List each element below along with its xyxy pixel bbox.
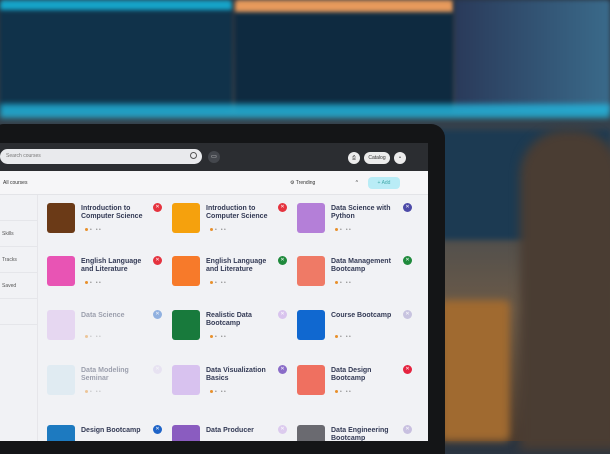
course-title[interactable]: Data Management Bootcamp <box>331 258 391 273</box>
close-icon[interactable]: ✕ <box>403 256 412 265</box>
course-thumbnail <box>172 310 200 340</box>
course-meta: • • • <box>335 334 351 340</box>
page-title: All courses <box>3 180 28 186</box>
sort-dropdown[interactable]: ⚙ Trending ^ <box>286 178 364 189</box>
course-thumbnail <box>47 425 75 441</box>
cast-icon[interactable]: ▭ <box>208 151 220 163</box>
background-monitor <box>455 0 610 112</box>
sidebar: Skills Tracks Saved <box>0 195 38 441</box>
course-meta: • • • <box>85 280 101 286</box>
course-thumbnail <box>297 425 325 441</box>
course-thumbnail <box>297 310 325 340</box>
course-title[interactable]: Data Producer <box>206 427 254 434</box>
add-button[interactable]: + Add <box>368 177 400 189</box>
course-card[interactable]: Data Science ✕ • • • <box>47 310 165 360</box>
course-card[interactable]: Data Management Bootcamp ✕ • • • <box>297 256 415 306</box>
course-card[interactable]: Data Producer✕• • • <box>172 425 290 441</box>
course-thumbnail <box>172 365 200 395</box>
chevron-up-icon: ^ <box>355 180 358 186</box>
close-icon[interactable]: ✕ <box>153 203 162 212</box>
search-placeholder: Search courses <box>6 153 41 159</box>
course-title[interactable]: Realistic Data Bootcamp <box>206 312 252 327</box>
course-meta: • • • <box>85 334 101 340</box>
course-title[interactable]: Data Engineering Bootcamp <box>331 427 389 441</box>
sidebar-item[interactable]: Tracks <box>0 247 37 273</box>
course-card[interactable]: Introduction to Computer Science ✕ • • • <box>47 203 165 253</box>
course-thumbnail <box>47 365 75 395</box>
background-monitor <box>235 0 453 112</box>
close-icon[interactable]: ✕ <box>153 365 162 374</box>
close-icon[interactable]: ✕ <box>403 425 412 434</box>
sidebar-item[interactable] <box>0 195 37 221</box>
close-icon[interactable]: ✕ <box>153 310 162 319</box>
course-card[interactable]: Realistic Data Bootcamp ✕ • • • <box>172 310 290 360</box>
background-chair <box>440 300 510 441</box>
course-meta: • • • <box>210 389 226 395</box>
course-meta: • • • <box>210 334 226 340</box>
course-title[interactable]: English Language and Literature <box>206 258 267 273</box>
course-meta: • • • <box>85 227 101 233</box>
close-icon[interactable]: ✕ <box>278 203 287 212</box>
course-thumbnail <box>297 256 325 286</box>
course-thumbnail <box>297 203 325 233</box>
sort-label: Trending <box>295 180 316 186</box>
sidebar-item[interactable]: Skills <box>0 221 37 247</box>
course-card[interactable]: Design Bootcamp✕• • • <box>47 425 165 441</box>
background-light-strip <box>0 104 610 118</box>
sidebar-item[interactable]: Saved <box>0 273 37 299</box>
course-meta: • • • <box>210 227 226 233</box>
course-meta: • • • <box>335 389 351 395</box>
course-meta: • • • <box>335 280 351 286</box>
course-card[interactable]: Introduction to Computer Science ✕ • • • <box>172 203 290 253</box>
course-card[interactable]: Data Visualization Basics ✕ • • • <box>172 365 290 415</box>
course-title[interactable]: Data Design Bootcamp <box>331 367 372 382</box>
course-thumbnail <box>172 256 200 286</box>
close-icon[interactable]: ✕ <box>403 203 412 212</box>
course-title[interactable]: English Language and Literature <box>81 258 142 273</box>
sidebar-item[interactable] <box>0 299 37 325</box>
course-meta: • • • <box>335 227 351 233</box>
course-title[interactable]: Data Science with Python <box>331 205 391 220</box>
course-title[interactable]: Course Bootcamp <box>331 312 392 319</box>
course-card[interactable]: Data Science with Python ✕ • • • <box>297 203 415 253</box>
course-card[interactable]: Data Design Bootcamp ✕ • • • <box>297 365 415 415</box>
close-icon[interactable]: ✕ <box>403 310 412 319</box>
course-title[interactable]: Design Bootcamp <box>81 427 141 434</box>
laptop-screen: Search courses ▭ ⎙ Catalog • All courses… <box>0 143 428 441</box>
close-icon[interactable]: ✕ <box>403 365 412 374</box>
course-thumbnail <box>172 425 200 441</box>
course-meta: • • • <box>210 280 226 286</box>
course-title[interactable]: Introduction to Computer Science <box>81 205 143 220</box>
course-card[interactable]: Data Engineering Bootcamp✕• • • <box>297 425 415 441</box>
course-thumbnail <box>47 256 75 286</box>
course-thumbnail <box>47 203 75 233</box>
close-icon[interactable]: ✕ <box>278 256 287 265</box>
course-title[interactable]: Data Science <box>81 312 125 319</box>
search-icon[interactable] <box>190 152 197 159</box>
course-title[interactable]: Data Modeling Seminar <box>81 367 129 382</box>
more-icon[interactable]: • <box>394 152 406 164</box>
close-icon[interactable]: ✕ <box>278 310 287 319</box>
course-thumbnail <box>47 310 75 340</box>
background-monitor <box>0 0 232 112</box>
close-icon[interactable]: ✕ <box>153 425 162 434</box>
close-icon[interactable]: ✕ <box>278 365 287 374</box>
account-button[interactable]: Catalog <box>364 152 390 164</box>
search-input[interactable]: Search courses <box>0 149 202 164</box>
close-icon[interactable]: ✕ <box>153 256 162 265</box>
course-thumbnail <box>172 203 200 233</box>
course-card[interactable]: English Language and Literature ✕ • • • <box>47 256 165 306</box>
course-card[interactable]: Course Bootcamp ✕ • • • <box>297 310 415 360</box>
print-icon[interactable]: ⎙ <box>348 152 360 164</box>
sub-toolbar: All courses ⚙ Trending ^ + Add <box>0 171 428 195</box>
course-title[interactable]: Data Visualization Basics <box>206 367 266 382</box>
course-thumbnail <box>297 365 325 395</box>
top-bar: Search courses ▭ ⎙ Catalog • <box>0 143 428 171</box>
close-icon[interactable]: ✕ <box>278 425 287 434</box>
background-person <box>520 130 610 450</box>
course-title[interactable]: Introduction to Computer Science <box>206 205 268 220</box>
course-meta: • • • <box>85 389 101 395</box>
course-card[interactable]: Data Modeling Seminar ✕ • • • <box>47 365 165 415</box>
course-card[interactable]: English Language and Literature ✕ • • • <box>172 256 290 306</box>
